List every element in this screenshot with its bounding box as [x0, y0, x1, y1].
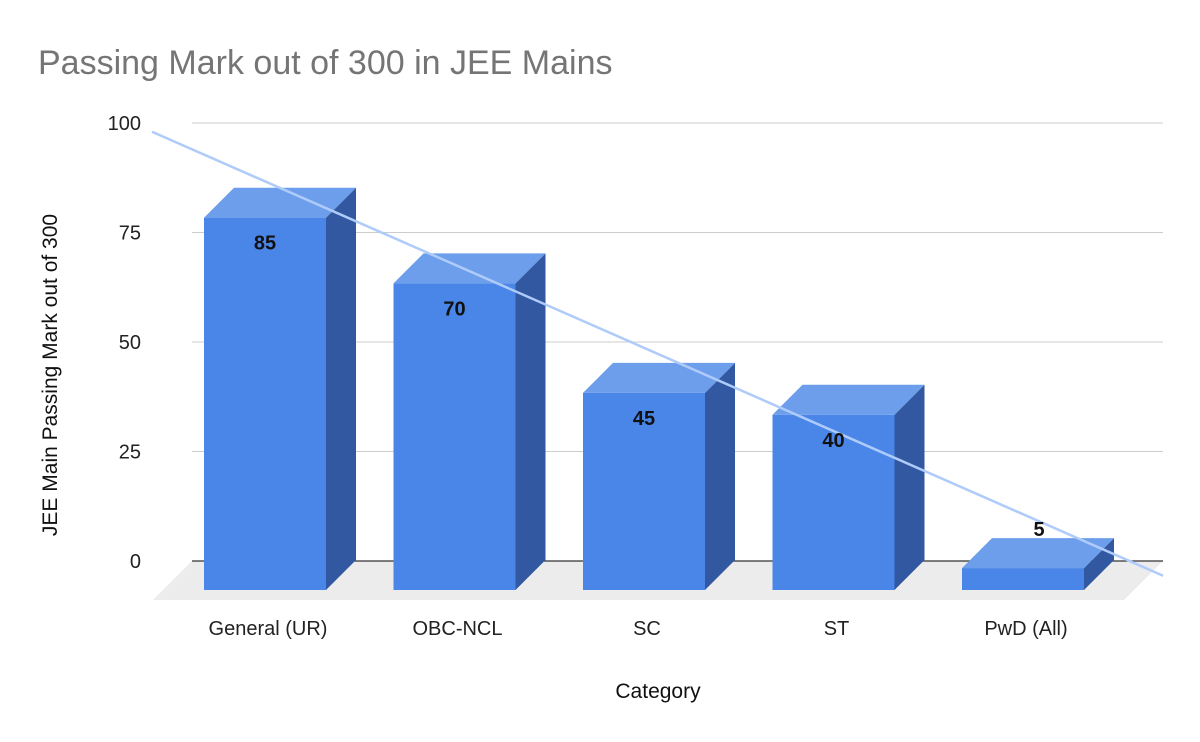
- bar: [204, 187, 356, 590]
- bar: [583, 362, 735, 590]
- x-tick-label: General (UR): [209, 618, 328, 640]
- y-tick-label: 0: [130, 551, 141, 573]
- bar-front: [583, 392, 705, 590]
- y-tick-label: 50: [119, 332, 141, 354]
- x-tick-label: OBC-NCL: [412, 618, 502, 640]
- data-label: 70: [443, 298, 465, 320]
- x-tick-label: PwD (All): [984, 618, 1067, 640]
- trendline: [151, 130, 1164, 577]
- bar-side: [326, 187, 356, 590]
- bar: [772, 384, 925, 590]
- data-label: 85: [254, 233, 276, 255]
- bars: [204, 187, 1114, 590]
- y-axis-ticks: 0 25 50 75 100: [108, 113, 141, 573]
- data-label: 40: [822, 430, 844, 452]
- bar-front: [772, 414, 895, 590]
- data-label: 45: [633, 408, 655, 430]
- x-tick-label: SC: [633, 618, 661, 640]
- bar-top: [393, 253, 546, 284]
- x-axis-ticks: General (UR) OBC-NCL SC ST PwD (All): [209, 618, 1068, 640]
- y-tick-label: 25: [119, 442, 141, 464]
- bar-side: [894, 384, 925, 590]
- y-axis-label: JEE Main Passing Mark out of 300: [39, 214, 62, 536]
- y-tick-label: 75: [119, 223, 141, 245]
- bar-side: [515, 253, 546, 590]
- y-tick-label: 100: [108, 113, 141, 135]
- x-tick-label: ST: [824, 618, 850, 640]
- bar-top: [204, 187, 356, 218]
- bar: [962, 538, 1114, 590]
- bar-side: [705, 362, 735, 590]
- data-label: 5: [1033, 519, 1044, 541]
- x-axis-label: Category: [615, 680, 701, 703]
- bar-top: [962, 538, 1114, 569]
- chart-title: Passing Mark out of 300 in JEE Mains: [38, 44, 613, 82]
- bar-front: [393, 283, 516, 590]
- data-labels: 85 70 45 40 5: [254, 233, 1045, 541]
- bar-front: [962, 568, 1084, 590]
- bar-front: [204, 217, 326, 590]
- bar: [393, 253, 546, 590]
- bar-top: [772, 384, 925, 415]
